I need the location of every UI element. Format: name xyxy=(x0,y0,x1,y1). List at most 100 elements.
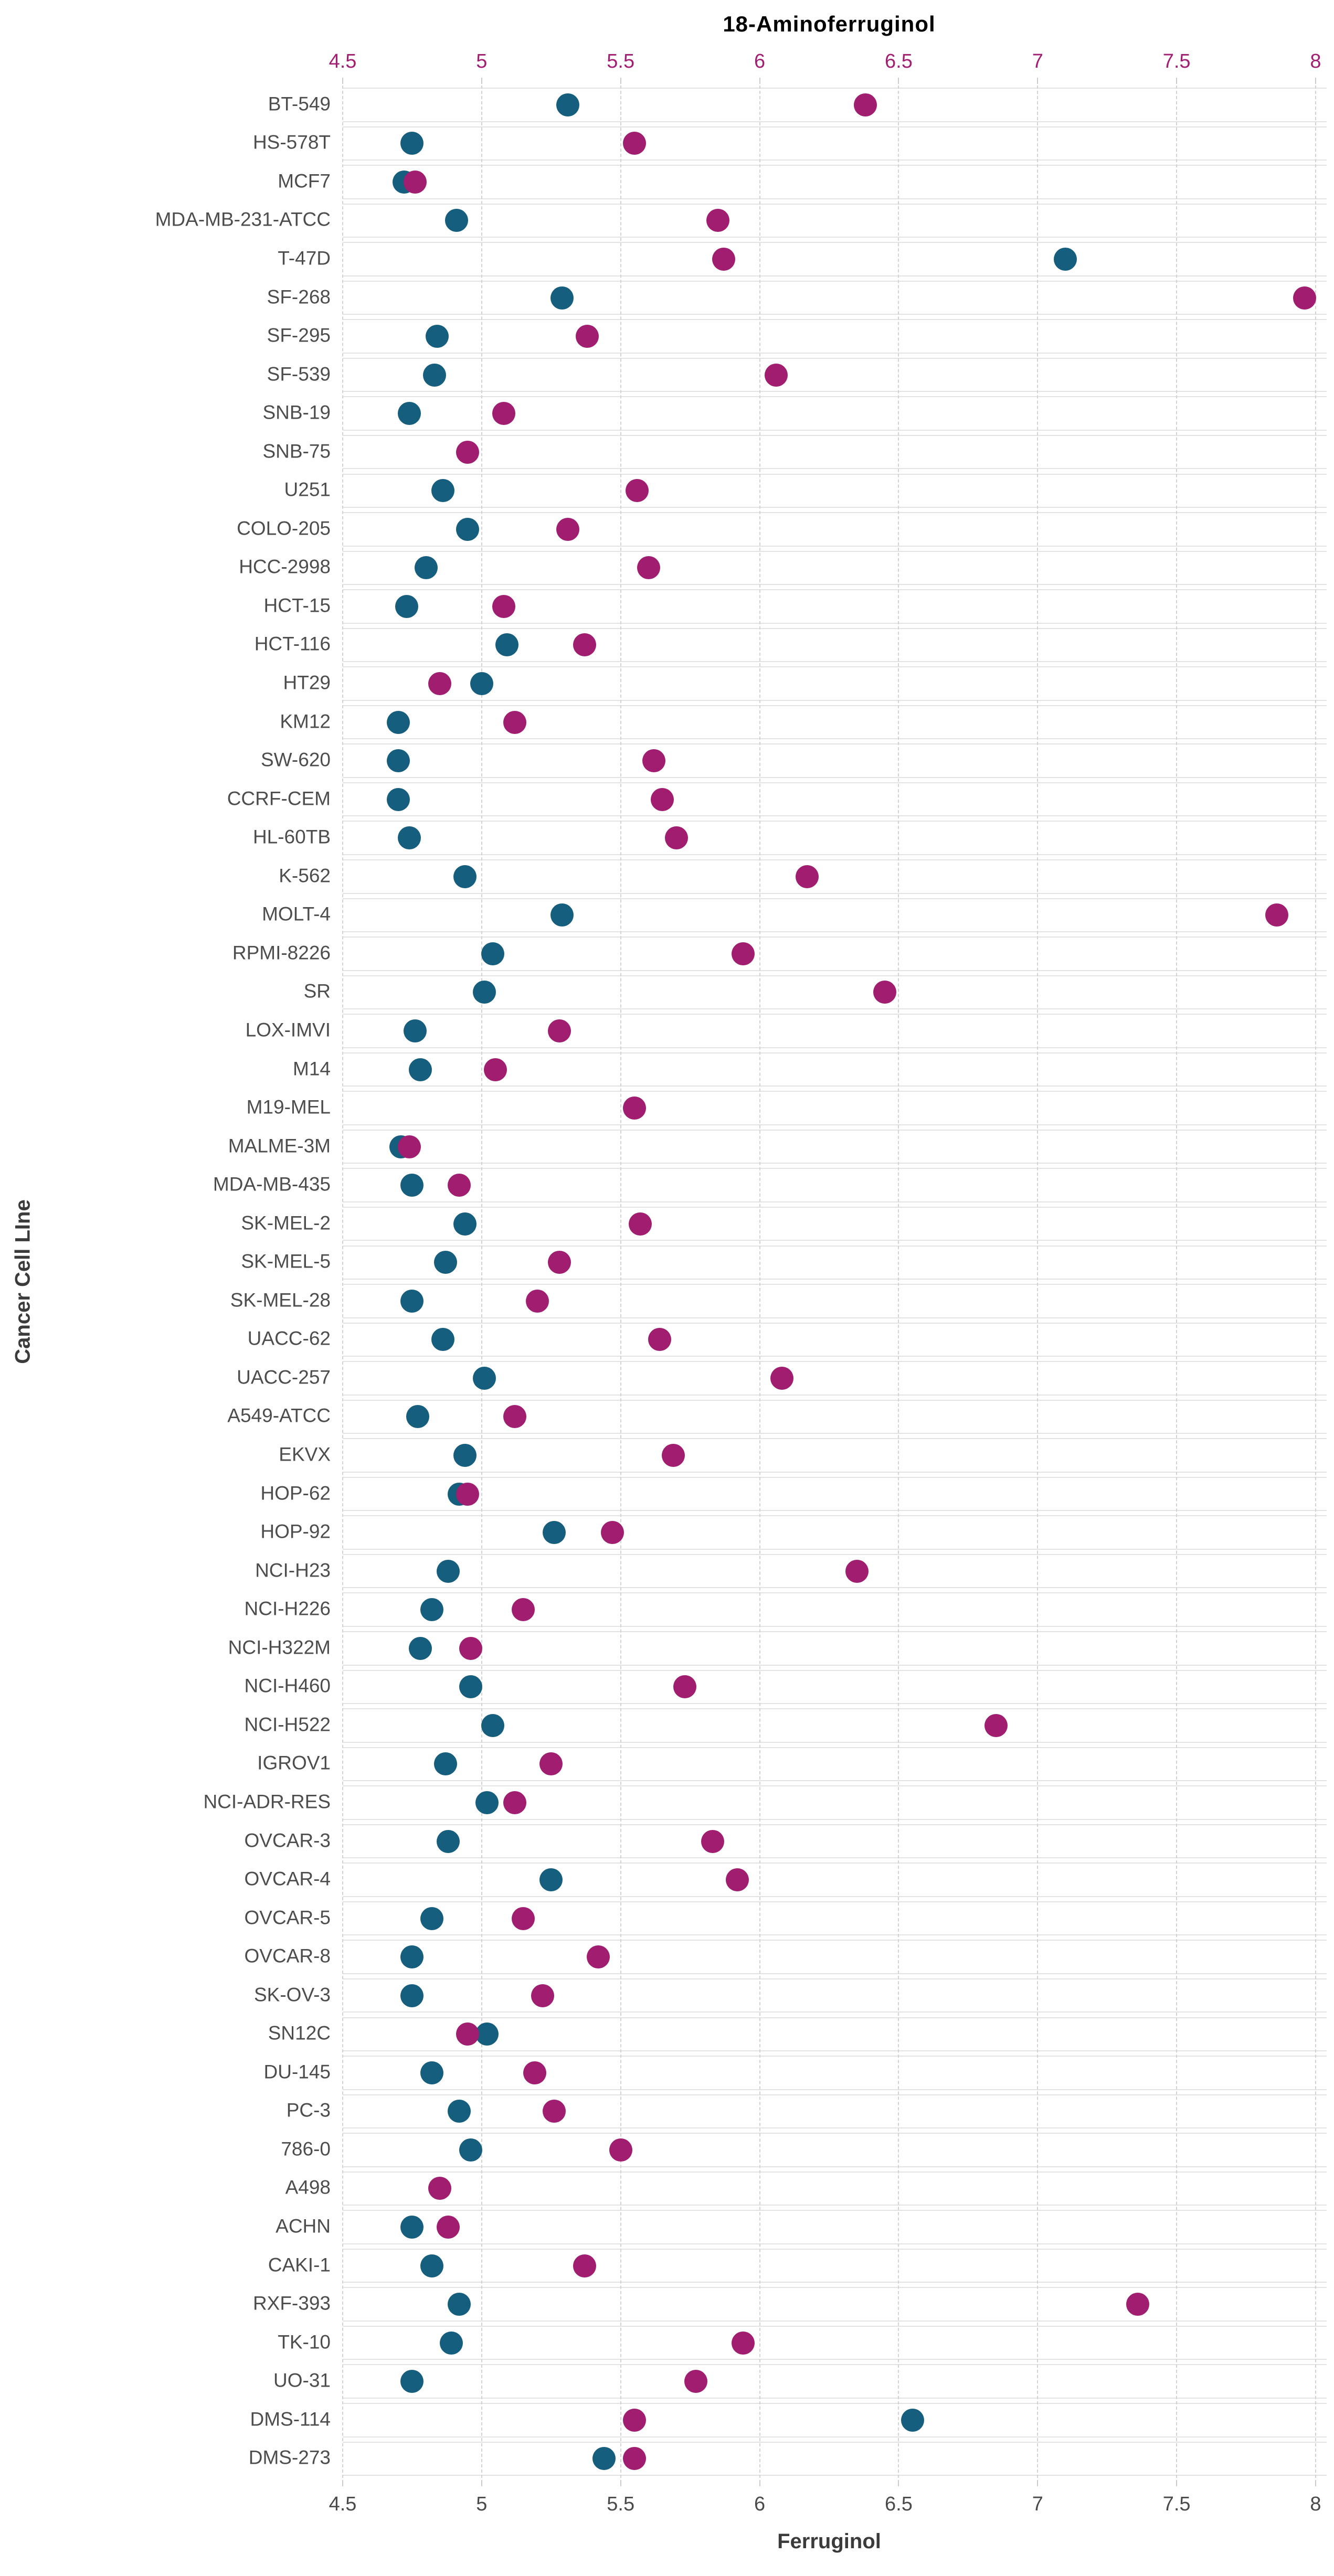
aminoferruginol-dot[interactable] xyxy=(623,2447,647,2471)
ferruginol-dot[interactable] xyxy=(453,1212,477,1236)
aminoferruginol-dot[interactable] xyxy=(512,1907,535,1930)
aminoferruginol-dot[interactable] xyxy=(484,1058,507,1081)
ferruginol-dot[interactable] xyxy=(400,1984,424,2007)
aminoferruginol-dot[interactable] xyxy=(648,1328,671,1351)
aminoferruginol-dot[interactable] xyxy=(731,942,755,965)
aminoferruginol-dot[interactable] xyxy=(623,2408,647,2432)
aminoferruginol-dot[interactable] xyxy=(795,865,819,888)
aminoferruginol-dot[interactable] xyxy=(673,1675,696,1699)
ferruginol-dot[interactable] xyxy=(1054,247,1077,271)
ferruginol-dot[interactable] xyxy=(406,1405,430,1429)
ferruginol-dot[interactable] xyxy=(431,1328,454,1351)
ferruginol-dot[interactable] xyxy=(433,1251,457,1274)
aminoferruginol-dot[interactable] xyxy=(623,132,647,155)
aminoferruginol-dot[interactable] xyxy=(398,1135,421,1158)
ferruginol-dot[interactable] xyxy=(386,749,410,773)
ferruginol-dot[interactable] xyxy=(459,1675,482,1699)
ferruginol-dot[interactable] xyxy=(386,787,410,811)
aminoferruginol-dot[interactable] xyxy=(637,556,660,580)
aminoferruginol-dot[interactable] xyxy=(726,1868,749,1892)
ferruginol-dot[interactable] xyxy=(456,517,480,541)
ferruginol-dot[interactable] xyxy=(431,479,454,503)
ferruginol-dot[interactable] xyxy=(495,633,518,657)
aminoferruginol-dot[interactable] xyxy=(587,1945,610,1969)
ferruginol-dot[interactable] xyxy=(398,402,421,425)
ferruginol-dot[interactable] xyxy=(550,286,574,310)
aminoferruginol-dot[interactable] xyxy=(523,2061,546,2084)
aminoferruginol-dot[interactable] xyxy=(456,2023,480,2046)
aminoferruginol-dot[interactable] xyxy=(492,402,516,425)
aminoferruginol-dot[interactable] xyxy=(403,170,427,194)
aminoferruginol-dot[interactable] xyxy=(525,1289,549,1313)
ferruginol-dot[interactable] xyxy=(453,1444,477,1467)
aminoferruginol-dot[interactable] xyxy=(503,710,527,734)
aminoferruginol-dot[interactable] xyxy=(626,479,649,503)
aminoferruginol-dot[interactable] xyxy=(548,1251,571,1274)
ferruginol-dot[interactable] xyxy=(433,1752,457,1776)
ferruginol-dot[interactable] xyxy=(400,2216,424,2239)
ferruginol-dot[interactable] xyxy=(437,1829,460,1853)
ferruginol-dot[interactable] xyxy=(539,1868,563,1892)
aminoferruginol-dot[interactable] xyxy=(609,2138,632,2162)
ferruginol-dot[interactable] xyxy=(459,2138,482,2162)
aminoferruginol-dot[interactable] xyxy=(662,1444,685,1467)
ferruginol-dot[interactable] xyxy=(386,710,410,734)
ferruginol-dot[interactable] xyxy=(481,942,505,965)
aminoferruginol-dot[interactable] xyxy=(503,1405,527,1429)
aminoferruginol-dot[interactable] xyxy=(459,1636,482,1660)
aminoferruginol-dot[interactable] xyxy=(642,749,666,773)
aminoferruginol-dot[interactable] xyxy=(428,672,452,696)
ferruginol-dot[interactable] xyxy=(422,363,446,387)
ferruginol-dot[interactable] xyxy=(403,1019,427,1042)
aminoferruginol-dot[interactable] xyxy=(542,2100,566,2123)
aminoferruginol-dot[interactable] xyxy=(623,1097,647,1120)
ferruginol-dot[interactable] xyxy=(420,2061,443,2084)
aminoferruginol-dot[interactable] xyxy=(1293,286,1316,310)
aminoferruginol-dot[interactable] xyxy=(664,826,688,850)
ferruginol-dot[interactable] xyxy=(395,594,418,618)
ferruginol-dot[interactable] xyxy=(448,2100,471,2123)
ferruginol-dot[interactable] xyxy=(420,2254,443,2277)
ferruginol-dot[interactable] xyxy=(453,865,477,888)
ferruginol-dot[interactable] xyxy=(398,826,421,850)
ferruginol-dot[interactable] xyxy=(475,2023,499,2046)
ferruginol-dot[interactable] xyxy=(439,2331,463,2355)
aminoferruginol-dot[interactable] xyxy=(448,1174,471,1197)
ferruginol-dot[interactable] xyxy=(445,209,469,232)
aminoferruginol-dot[interactable] xyxy=(456,1482,480,1506)
ferruginol-dot[interactable] xyxy=(400,2370,424,2393)
aminoferruginol-dot[interactable] xyxy=(628,1212,652,1236)
aminoferruginol-dot[interactable] xyxy=(712,247,735,271)
ferruginol-dot[interactable] xyxy=(400,132,424,155)
ferruginol-dot[interactable] xyxy=(475,1791,499,1814)
ferruginol-dot[interactable] xyxy=(420,1598,443,1622)
ferruginol-dot[interactable] xyxy=(400,1945,424,1969)
ferruginol-dot[interactable] xyxy=(473,981,496,1004)
aminoferruginol-dot[interactable] xyxy=(503,1791,527,1814)
aminoferruginol-dot[interactable] xyxy=(706,209,730,232)
aminoferruginol-dot[interactable] xyxy=(600,1521,624,1545)
ferruginol-dot[interactable] xyxy=(409,1636,432,1660)
aminoferruginol-dot[interactable] xyxy=(437,2216,460,2239)
ferruginol-dot[interactable] xyxy=(426,325,449,348)
aminoferruginol-dot[interactable] xyxy=(428,2177,452,2200)
aminoferruginol-dot[interactable] xyxy=(845,1559,869,1583)
ferruginol-dot[interactable] xyxy=(420,1907,443,1930)
ferruginol-dot[interactable] xyxy=(481,1713,505,1737)
aminoferruginol-dot[interactable] xyxy=(770,1366,793,1390)
ferruginol-dot[interactable] xyxy=(437,1559,460,1583)
ferruginol-dot[interactable] xyxy=(414,556,438,580)
aminoferruginol-dot[interactable] xyxy=(531,1984,555,2007)
aminoferruginol-dot[interactable] xyxy=(1126,2293,1149,2316)
aminoferruginol-dot[interactable] xyxy=(731,2331,755,2355)
aminoferruginol-dot[interactable] xyxy=(492,594,516,618)
aminoferruginol-dot[interactable] xyxy=(984,1713,1008,1737)
ferruginol-dot[interactable] xyxy=(470,672,493,696)
aminoferruginol-dot[interactable] xyxy=(873,981,896,1004)
ferruginol-dot[interactable] xyxy=(901,2408,924,2432)
ferruginol-dot[interactable] xyxy=(400,1289,424,1313)
aminoferruginol-dot[interactable] xyxy=(1265,903,1288,927)
ferruginol-dot[interactable] xyxy=(473,1366,496,1390)
ferruginol-dot[interactable] xyxy=(592,2447,616,2471)
aminoferruginol-dot[interactable] xyxy=(853,93,877,116)
